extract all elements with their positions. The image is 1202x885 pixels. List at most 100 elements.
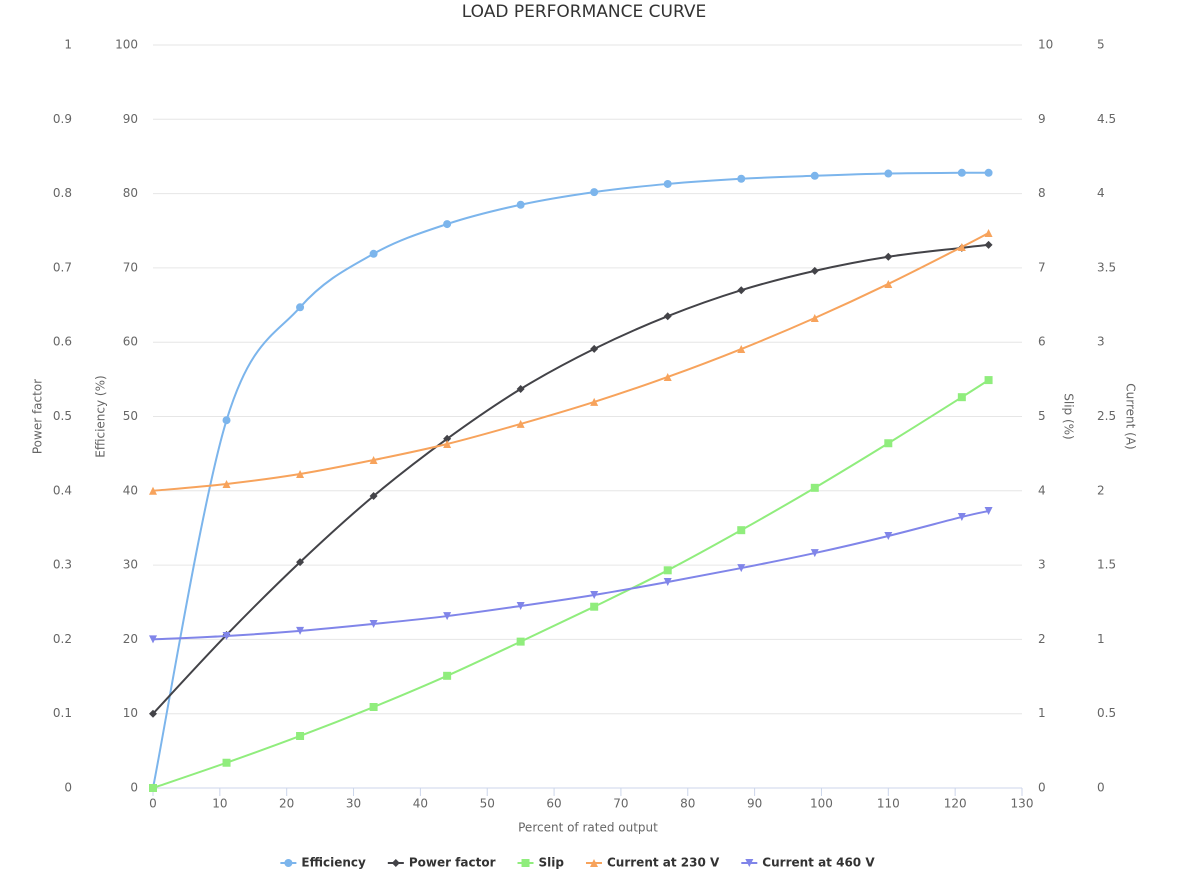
y-tick-label: 1 xyxy=(1097,632,1105,646)
y-tick-label: 0.2 xyxy=(53,632,72,646)
y-tick-label: 0.8 xyxy=(53,186,72,200)
marker xyxy=(737,345,746,354)
marker xyxy=(884,169,893,178)
y-axis-title: Current (A) xyxy=(1124,383,1138,449)
legend: Efficiency Power factor Slip Current at 230… xyxy=(280,856,875,870)
marker xyxy=(737,526,746,535)
y-tick-label: 2 xyxy=(1038,632,1046,646)
marker xyxy=(369,456,378,465)
marker xyxy=(589,859,598,867)
marker xyxy=(443,434,452,443)
y-tick-label: 1 xyxy=(64,38,72,52)
marker xyxy=(284,859,293,867)
y-tick-label: 0.1 xyxy=(53,706,72,720)
x-tick-label: 40 xyxy=(413,797,428,811)
legend-label: Power factor xyxy=(409,856,496,870)
marker xyxy=(663,179,672,188)
chart-title: LOAD PERFORMANCE CURVE xyxy=(462,2,706,22)
y-tick-label: 4.5 xyxy=(1097,112,1116,126)
marker xyxy=(737,564,746,573)
x-tick-label: 120 xyxy=(944,797,967,811)
marker xyxy=(443,612,452,621)
x-tick-label: 130 xyxy=(1011,797,1034,811)
marker xyxy=(443,671,452,680)
y-tick-label: 1 xyxy=(1038,706,1046,720)
y-tick-label: 0.6 xyxy=(53,335,72,349)
marker xyxy=(810,313,819,322)
marker xyxy=(984,507,993,516)
x-tick-label: 80 xyxy=(680,797,695,811)
y-tick-label: 30 xyxy=(123,558,138,572)
marker xyxy=(149,635,157,644)
y-tick-label: 6 xyxy=(1038,335,1046,349)
legend-item[interactable]: Slip xyxy=(517,856,565,870)
y-tick-label: 0.5 xyxy=(1097,706,1116,720)
x-tick-label: 0 xyxy=(149,797,157,811)
marker xyxy=(149,709,157,718)
y-tick-label: 20 xyxy=(123,632,138,646)
marker xyxy=(884,531,893,540)
x-tick-label: 110 xyxy=(877,797,900,811)
legend-item[interactable]: Current at 230 V xyxy=(585,856,720,870)
x-tick-label: 90 xyxy=(747,797,762,811)
y-tick-label: 0 xyxy=(64,781,72,795)
series-line xyxy=(152,243,989,715)
marker xyxy=(516,637,525,646)
marker xyxy=(957,512,966,521)
y-tick-label: 5 xyxy=(1097,38,1105,52)
marker xyxy=(296,626,305,635)
y-tick-label: 0.3 xyxy=(53,558,72,572)
marker xyxy=(149,486,157,495)
marker xyxy=(745,859,754,867)
marker xyxy=(369,249,378,258)
marker xyxy=(957,242,966,251)
y-tick-label: 2 xyxy=(1097,483,1105,497)
x-tick-label: 50 xyxy=(480,797,495,811)
y-tick-label: 40 xyxy=(123,483,138,497)
x-tick-label: 30 xyxy=(346,797,361,811)
marker xyxy=(516,385,525,394)
marker xyxy=(296,731,305,740)
legend-item[interactable]: Power factor xyxy=(387,856,496,870)
y-tick-label: 4 xyxy=(1038,483,1046,497)
y-axis-title: Power factor xyxy=(31,379,45,454)
marker xyxy=(590,344,599,353)
y-tick-label: 90 xyxy=(123,112,138,126)
y-tick-label: 4 xyxy=(1097,186,1105,200)
marker xyxy=(369,492,378,501)
y-tick-label: 0 xyxy=(1038,781,1046,795)
marker xyxy=(222,758,231,767)
marker xyxy=(957,393,966,402)
legend-label: Slip xyxy=(539,856,565,870)
marker xyxy=(984,240,993,249)
marker xyxy=(957,168,966,177)
marker xyxy=(884,252,893,261)
x-tick-label: 100 xyxy=(810,797,833,811)
marker xyxy=(663,566,672,575)
marker xyxy=(369,703,378,712)
y-tick-label: 0.4 xyxy=(53,483,72,497)
marker xyxy=(516,601,525,610)
x-tick-label: 60 xyxy=(546,797,561,811)
marker xyxy=(443,220,452,229)
marker xyxy=(590,397,599,406)
marker xyxy=(222,416,231,425)
marker xyxy=(590,590,599,599)
legend-label: Efficiency xyxy=(301,856,366,870)
legend-item[interactable]: Efficiency xyxy=(280,856,366,870)
x-tick-label: 70 xyxy=(613,797,628,811)
marker xyxy=(521,859,530,867)
marker xyxy=(884,279,893,288)
marker xyxy=(663,372,672,381)
marker xyxy=(984,168,993,177)
y-tick-label: 5 xyxy=(1038,409,1046,423)
y-tick-label: 10 xyxy=(1038,38,1053,52)
marker xyxy=(222,479,231,488)
x-tick-label: 20 xyxy=(279,797,294,811)
marker xyxy=(590,602,599,611)
marker xyxy=(296,470,305,479)
legend-item[interactable]: Current at 460 V xyxy=(741,856,875,870)
series-line xyxy=(152,510,989,641)
y-tick-label: 3 xyxy=(1038,558,1046,572)
marker xyxy=(663,578,672,587)
